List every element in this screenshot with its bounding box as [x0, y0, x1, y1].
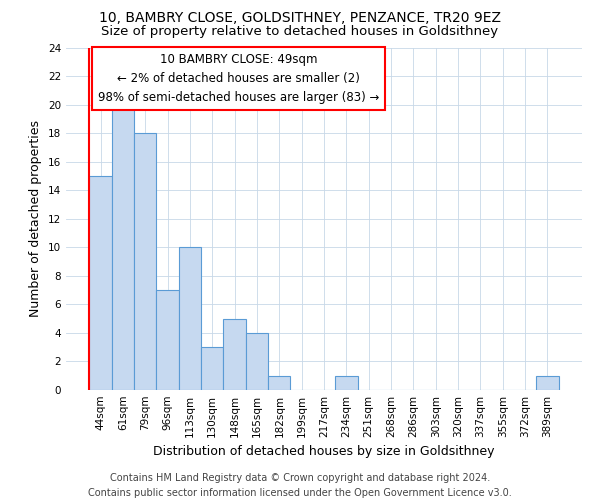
Bar [134, 133, 157, 390]
Bar [201, 347, 223, 390]
Bar [89, 176, 112, 390]
Y-axis label: Number of detached properties: Number of detached properties [29, 120, 43, 318]
Bar [157, 290, 179, 390]
X-axis label: Distribution of detached houses by size in Goldsithney: Distribution of detached houses by size … [153, 446, 495, 458]
Text: Size of property relative to detached houses in Goldsithney: Size of property relative to detached ho… [101, 25, 499, 38]
Bar [112, 104, 134, 390]
Text: 10 BAMBRY CLOSE: 49sqm
← 2% of detached houses are smaller (2)
98% of semi-detac: 10 BAMBRY CLOSE: 49sqm ← 2% of detached … [98, 52, 380, 104]
Text: Contains HM Land Registry data © Crown copyright and database right 2024.
Contai: Contains HM Land Registry data © Crown c… [88, 472, 512, 498]
Bar [179, 248, 201, 390]
Bar [246, 333, 268, 390]
Bar [335, 376, 358, 390]
Bar [536, 376, 559, 390]
Text: 10, BAMBRY CLOSE, GOLDSITHNEY, PENZANCE, TR20 9EZ: 10, BAMBRY CLOSE, GOLDSITHNEY, PENZANCE,… [99, 12, 501, 26]
Bar [223, 318, 246, 390]
Bar [268, 376, 290, 390]
